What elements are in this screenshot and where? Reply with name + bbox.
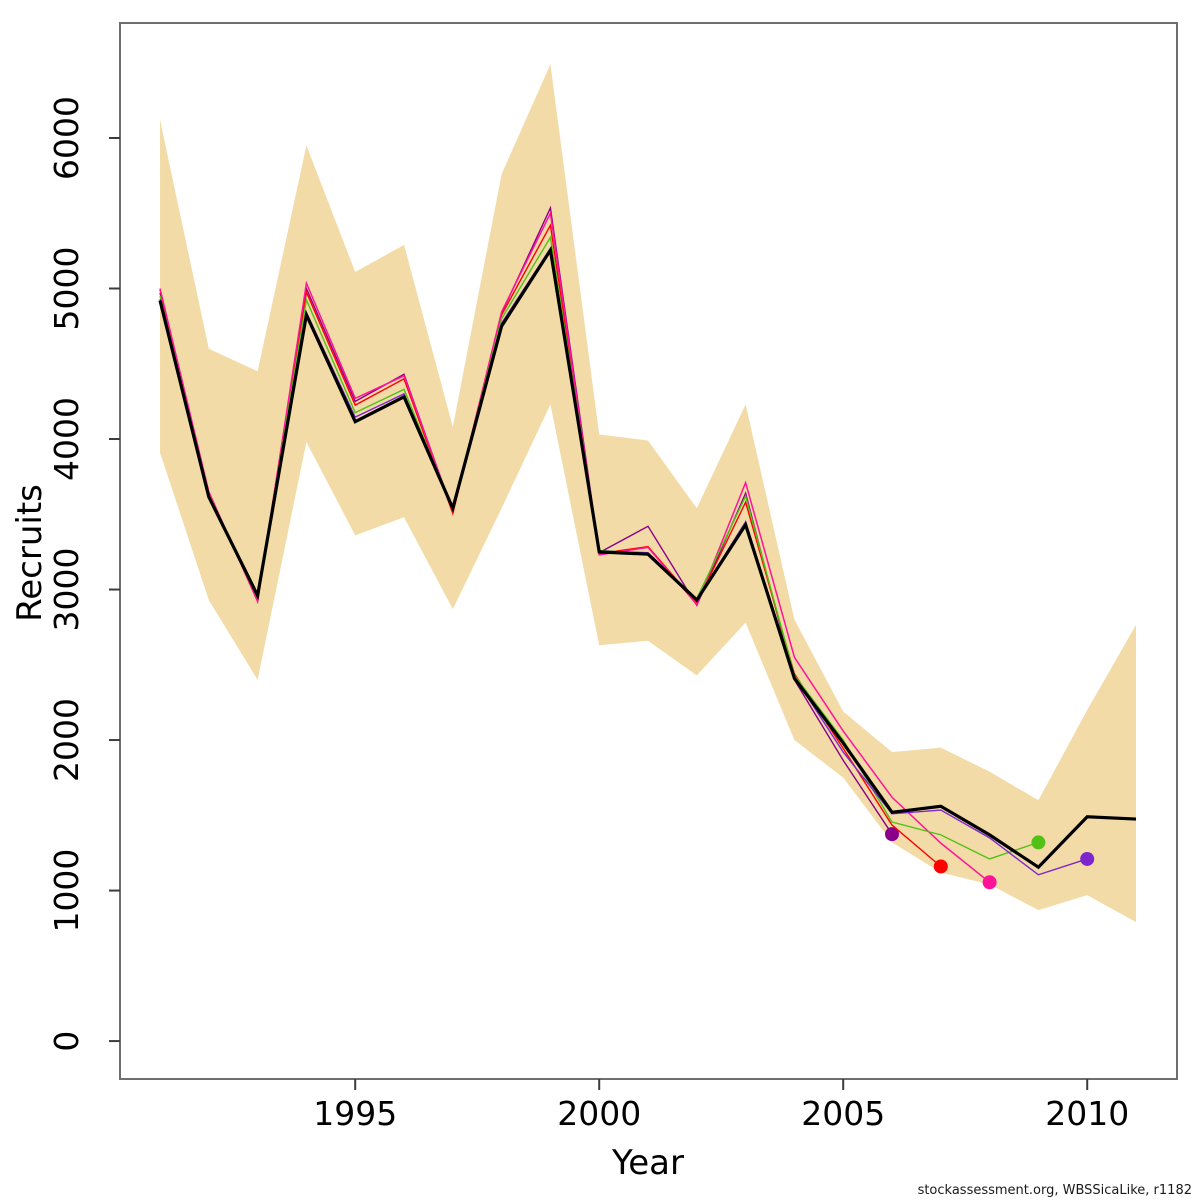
retro-2008-line [159, 210, 991, 883]
plot-frame [119, 22, 1178, 1080]
watermark-text: stockassessment.org, WBSSicaLike, r1182 [917, 1183, 1192, 1198]
x-axis-tick-label: 2000 [557, 1094, 641, 1133]
y-axis-tick-label: 0 [47, 1031, 86, 1052]
x-axis-tick-label: 2010 [1045, 1094, 1129, 1133]
retro-2009-endpoint-dot [1031, 835, 1046, 850]
x-axis-tick-label: 1995 [313, 1094, 397, 1133]
retro-2010-endpoint-dot [1080, 851, 1095, 866]
y-axis-tick-label: 4000 [47, 397, 86, 481]
confidence-band [160, 64, 1137, 923]
y-axis-tick-label: 6000 [47, 96, 86, 180]
retro-2006-endpoint-dot [885, 827, 900, 842]
x-axis-title: Year [612, 1143, 684, 1183]
y-axis-tick-label: 5000 [47, 247, 86, 331]
y-axis-tick-label: 1000 [47, 849, 86, 933]
y-axis-tick-label: 3000 [47, 548, 86, 632]
y-axis-title: Recruits [10, 484, 50, 622]
retro-2007-endpoint-dot [933, 859, 948, 874]
x-axis-tick-label: 2005 [801, 1094, 885, 1133]
final-assessment-line [158, 245, 1137, 870]
y-axis-tick-label: 2000 [47, 698, 86, 782]
retro-2008-endpoint-dot [982, 875, 997, 890]
